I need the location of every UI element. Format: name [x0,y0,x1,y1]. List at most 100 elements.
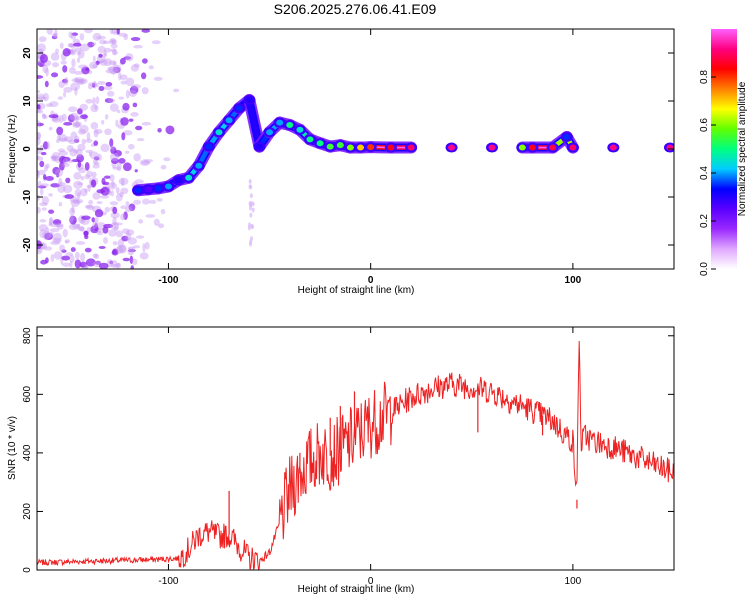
noise-blob [157,223,165,229]
track-point-core [175,177,183,184]
noise-blob [45,67,49,77]
noise-blob [123,56,132,60]
noise-blob [105,69,114,74]
noise-blob [92,159,98,164]
noise-blob [131,84,141,89]
track-point-core [154,185,162,192]
noise-blob [94,104,98,110]
noise-blob [42,113,46,118]
colorbar: 0.0 0.2 0.4 0.6 0.8 Normalized spectral ampl… [699,29,748,276]
noise-blob [91,217,95,223]
noise-blob [120,187,129,195]
noise-blob [84,188,88,193]
noise-blob [88,151,92,157]
noise-blob [110,157,119,165]
noise-blob [87,185,91,192]
noise-blob [104,128,112,136]
noise-blob [99,195,110,199]
y-tick-label: 800 [22,327,33,344]
noise-blob [39,219,47,223]
noise-blob [37,93,45,101]
noise-blob [99,39,107,45]
noise-blob [112,216,117,226]
noise-blob [39,187,44,196]
noise-blob [69,261,73,268]
noise-blob [52,62,60,68]
figure-title: S206.2025.276.06.41.E09 [274,1,437,17]
noise-blob [78,64,88,69]
noise-blob [130,112,139,117]
noise-blob [105,82,113,87]
noise-blob [123,130,133,136]
noise-blob [77,108,83,115]
noise-blob [37,104,41,110]
noise-blob [96,35,107,40]
noise-blob [70,82,80,91]
noise-blob [51,33,58,37]
noise-blob [125,206,133,213]
noise-blob [110,190,114,197]
noise-blob [65,177,71,184]
noise-blob [58,80,65,89]
noise-blob [50,223,61,228]
noise-blob [83,230,89,237]
noise-blob [58,137,69,142]
track-point-core [144,186,152,193]
noise-blob [94,253,100,260]
spectrogram-y-ticks: -20 -10 0 10 20 [22,47,674,252]
noise-blob [57,182,67,187]
noise-blob [71,32,79,36]
noise-blob [70,198,80,207]
noise-blob [43,115,48,120]
noise-blob [111,180,115,188]
noise-blob [63,86,73,93]
noise-blob [116,29,120,35]
noise-blob [128,203,136,212]
noise-blob [42,92,49,102]
noise-blob [120,205,127,210]
noise-blob [62,48,71,57]
noise-blob [130,64,140,72]
track-point-core [609,144,617,151]
noise-blob [103,58,112,67]
noise-blob [102,226,109,234]
noise-blob [120,80,127,85]
noise-blob [89,151,99,160]
noise-blob [116,246,123,254]
noise-blob [79,43,90,52]
noise-blob [48,126,53,131]
track-point-core [448,144,456,151]
noise-blob [132,102,138,108]
x-tick-label: 0 [368,275,374,286]
noise-blob [37,156,44,161]
noise-blob [58,150,68,156]
noise-blob [85,138,93,144]
noise-blob [76,51,82,55]
noise-blob [55,223,64,228]
noise-blob [72,149,79,154]
spectrogram-x-ticks: -100 0 100 [158,29,582,286]
noise-blob [107,90,115,97]
noise-blob [79,188,88,197]
noise-blob [141,29,151,33]
noise-blob [62,157,68,165]
noise-blob [84,29,94,34]
noise-blob [50,155,59,160]
noise-blob [125,53,134,62]
noise-blob [50,52,60,61]
noise-blob [67,114,75,123]
noise-blob [40,183,49,187]
noise-blob [69,148,78,157]
track-point-core [286,122,294,128]
noise-blob [124,150,130,154]
noise-blob [121,228,130,235]
noise-blob [103,50,107,56]
noise-blob [87,84,93,90]
noise-blob [61,78,68,84]
noise-blob [64,194,75,199]
noise-blob [112,241,118,246]
noise-blob [135,235,145,239]
y-tick-label: 10 [22,95,33,107]
noise-blob [75,241,86,245]
